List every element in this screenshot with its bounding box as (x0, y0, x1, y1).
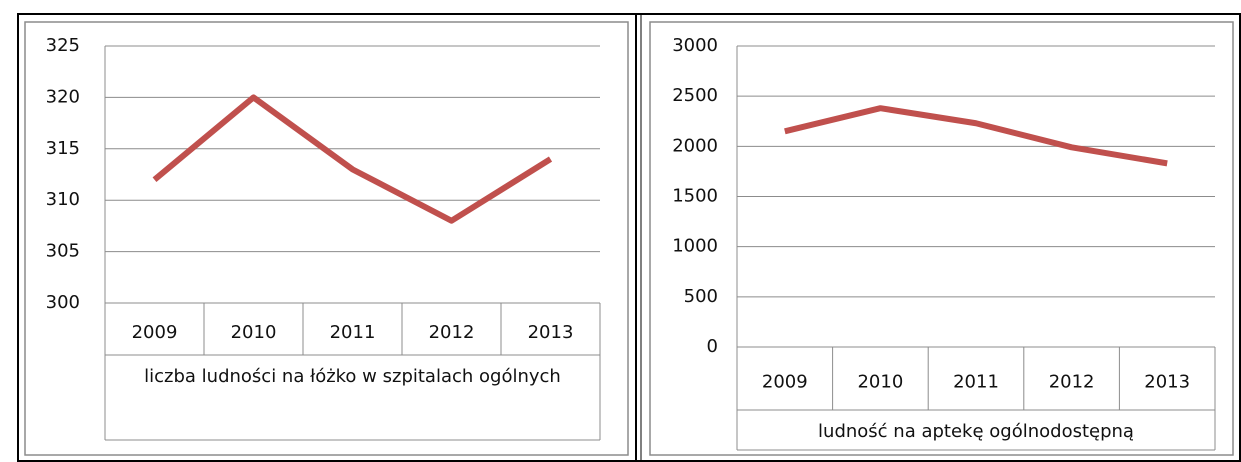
y-tick-label: 1500 (672, 186, 718, 207)
x-tick-label: 2012 (1049, 372, 1095, 393)
y-tick-label: 310 (46, 189, 80, 210)
axis-title: ludność na aptekę ogólnodostępną (818, 421, 1134, 442)
y-tick-label: 1000 (672, 236, 718, 257)
y-tick-label: 320 (46, 86, 80, 107)
y-tick-label: 300 (46, 292, 80, 313)
chart-frame (24, 21, 629, 456)
axis-title-box: liczba ludności na łóżko w szpitalach og… (144, 366, 561, 387)
x-tick-label: 2010 (231, 322, 277, 343)
axis-title: liczba ludności na łóżko w szpitalach og… (144, 366, 561, 387)
x-tick-label: 2010 (857, 372, 903, 393)
x-tick-label: 2011 (953, 372, 999, 393)
y-tick-label: 3000 (672, 35, 718, 56)
x-tick-label: 2012 (429, 322, 475, 343)
x-tick-label: 2011 (330, 322, 376, 343)
y-tick-label: 2000 (672, 135, 718, 156)
y-tick-label: 315 (46, 138, 80, 159)
outer-frame (17, 13, 1241, 462)
x-tick-label: 2013 (1144, 372, 1190, 393)
y-tick-label: 325 (46, 35, 80, 56)
axis-title-box: ludność na aptekę ogólnodostępną (818, 421, 1134, 442)
y-tick-label: 2500 (672, 85, 718, 106)
chart-frame (649, 21, 1234, 456)
x-tick-label: 2013 (528, 322, 574, 343)
line-series (152, 94, 553, 224)
y-tick-label: 0 (707, 336, 718, 357)
x-tick-label: 2009 (762, 372, 808, 393)
y-tick-label: 500 (684, 286, 718, 307)
line-series (784, 105, 1168, 167)
y-tick-label: 305 (46, 241, 80, 262)
x-tick-label: 2009 (132, 322, 178, 343)
